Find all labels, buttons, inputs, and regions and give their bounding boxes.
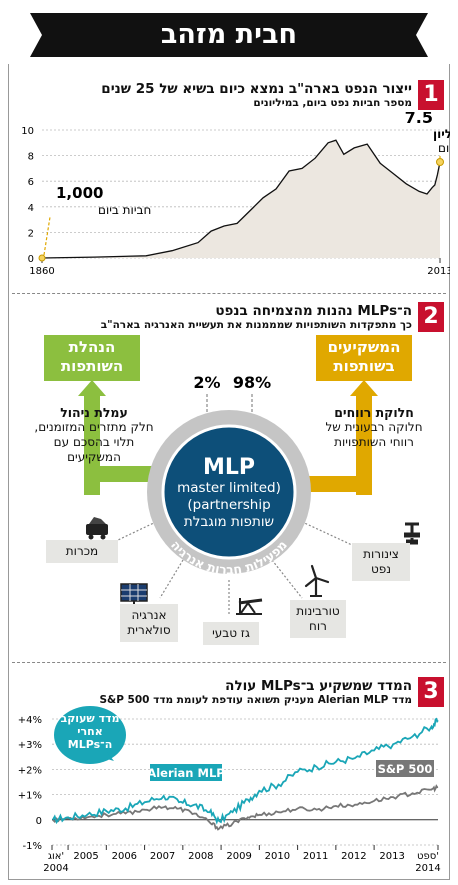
- section-1-number: 1: [418, 80, 444, 110]
- tag-wind-turbines: טורבינות רוח: [290, 600, 346, 638]
- section-3-subtitle: מדד Alerian MLP מעניק תשואה עודפת לעומת …: [99, 694, 412, 706]
- y-tick-label: 4: [28, 203, 34, 214]
- x-tick-label: 2013: [427, 266, 450, 277]
- investors-box-label: המשקיעים בשותפות: [327, 338, 401, 375]
- connector-pipelines: [297, 519, 353, 546]
- mine-cart-icon: [86, 517, 108, 540]
- mlp-core-title: MLP: [203, 455, 255, 480]
- title-banner: חבית מזהב: [30, 13, 428, 57]
- high-annotation-label-1: מיליון: [433, 127, 450, 141]
- y-tick-label: 10: [21, 126, 34, 137]
- banner-shape: [30, 13, 428, 57]
- y-tick-label: -1%: [23, 841, 42, 852]
- first-point-marker: [38, 254, 46, 262]
- mlp-series-label-box: [150, 764, 222, 781]
- x-tick-label: 2013: [379, 851, 404, 862]
- high-annotation-value: 7.5: [405, 112, 433, 127]
- profit-distribution-title: חלוקת רווחים: [334, 405, 414, 420]
- section-1-title: ייצור הנפט בארה"ב נמצא כיום בשיא של 25 ש…: [101, 81, 412, 97]
- x-tick-label: 2010: [265, 851, 290, 862]
- investors-box: [316, 335, 412, 381]
- management-fee-text: חלק מתזרים המזומנים, תלוי בהסכם עם המשקי…: [34, 420, 154, 464]
- y-tick-label: +3%: [18, 740, 42, 751]
- low-annotation-label: חביות ביום: [98, 203, 151, 217]
- sp500-series-label-box: [376, 760, 434, 777]
- management-arrow-head: [78, 380, 106, 396]
- pump-jack-icon: [236, 598, 263, 615]
- x-tick-label: 2008: [188, 851, 213, 862]
- tag-oil-pipelines: צינורות נפט: [352, 543, 410, 581]
- section-3-title: המדד שמשקיע ב־MLPs עולה: [225, 678, 412, 694]
- y-tick-label: +2%: [18, 765, 42, 776]
- y-tick-label: +4%: [18, 715, 42, 726]
- high-annotation-label-2: חביות ביום: [438, 141, 450, 155]
- investors-arrow-head: [350, 380, 378, 396]
- y-tick-label: 0: [36, 816, 42, 827]
- production-line: [41, 139, 441, 259]
- connector-solar: [159, 559, 184, 599]
- tag-mines: מכרות: [46, 540, 118, 563]
- x-tick-label: 2007: [150, 851, 175, 862]
- callout-bubble: [54, 706, 126, 764]
- low-annotation-leader: [43, 216, 51, 256]
- mlp-core-circle: [161, 424, 297, 560]
- x-tick-label-year: 2014: [415, 863, 440, 874]
- section-2-title: ה־MLPs נהנות מהצמיחה בנפט: [215, 303, 412, 319]
- y-tick-label: 6: [28, 177, 34, 188]
- wind-turbine-icon: [304, 564, 330, 597]
- x-tick-label: 2006: [112, 851, 137, 862]
- sp500-line: [52, 784, 439, 831]
- low-annotation-value: 1,000: [56, 184, 103, 202]
- last-point-marker: [436, 158, 444, 166]
- management-share: 2%: [193, 373, 220, 392]
- x-tick-label-month: אוג': [48, 851, 64, 862]
- y-tick-label: 8: [28, 152, 34, 163]
- x-tick-label-month: ספט': [417, 851, 439, 862]
- mlp-diagram: מפעילות חברות אנרגיה MLP master limited)…: [78, 373, 420, 615]
- section-3-number: 3: [418, 677, 444, 707]
- oil-production-chart: 0 2 4 6 8 10 1860 2013 1,000 חביות ביום 7.5 מי…: [21, 112, 450, 277]
- y-tick-label: +1%: [18, 791, 42, 802]
- content-frame: [8, 64, 450, 880]
- section-separator-1: [12, 293, 446, 294]
- production-area: [42, 140, 440, 258]
- x-tick-label: 1860: [29, 266, 54, 277]
- page-title: חבית מזהב: [160, 19, 298, 50]
- x-tick-label: 2005: [73, 851, 98, 862]
- mlp-core-line-1: master limited): [177, 480, 281, 496]
- pipeline-valve-icon: [404, 522, 420, 545]
- x-tick-label: 2011: [303, 851, 328, 862]
- management-box: [44, 335, 140, 381]
- x-tick-label-year: 2004: [43, 863, 68, 874]
- section-1-subtitle: מספר חביות נפט ביום, במיליונים: [253, 97, 412, 109]
- section-2-subtitle: כך מתפקדות השותפויות שמממנות את תעשיית ה…: [100, 319, 412, 331]
- mlp-index-chart: +4% +3% +2% +1% 0 -1% אוג'2004 2005 2006 2007 200…: [18, 706, 441, 874]
- mlp-core-line-2: (partnership: [187, 497, 270, 513]
- investors-share: 98%: [233, 373, 271, 392]
- section-2-number: 2: [418, 302, 444, 332]
- mlp-core-line-3: שותפות מוגבלת: [184, 514, 274, 530]
- sp500-series-label: S&P 500: [378, 762, 433, 776]
- section-separator-2: [12, 662, 446, 663]
- x-tick-label: 2012: [341, 851, 366, 862]
- profit-distribution-text: חלוקה רבעונית של רווחי השותפויות: [325, 420, 423, 449]
- callout-text: מדד שעוקב אחרי ה־MLPs: [60, 712, 120, 751]
- alerian-mlp-line: [52, 717, 439, 825]
- mlp-series-label: Alerian MLP: [147, 766, 224, 780]
- management-fee-title: עמלת ניהול: [60, 405, 128, 420]
- connector-wind: [271, 559, 303, 599]
- x-tick-label: 2009: [226, 851, 251, 862]
- y-tick-label: 0: [28, 254, 34, 265]
- y-tick-label: 2: [28, 228, 34, 239]
- tag-solar-energy: אנרגיה סולארית: [120, 604, 178, 642]
- tag-natural-gas: גז טבעי: [203, 622, 259, 645]
- management-box-label: הנהלת השותפות: [60, 338, 124, 375]
